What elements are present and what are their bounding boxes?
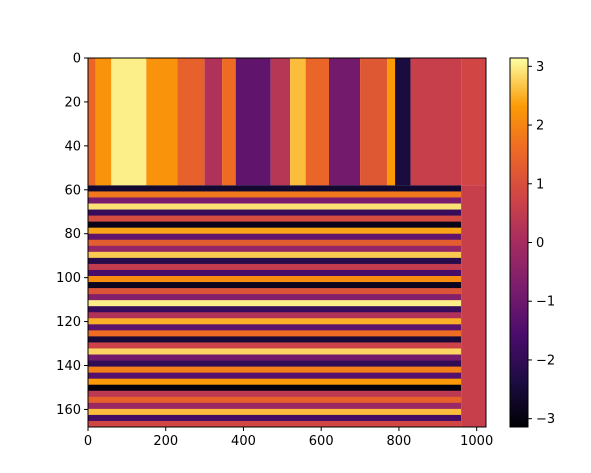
heatmap-streak xyxy=(88,330,462,337)
heatmap-band xyxy=(305,58,329,186)
heatmap-streak xyxy=(88,282,462,289)
colorbar-tick-label: 2 xyxy=(536,119,544,134)
heatmap-streak xyxy=(88,263,462,271)
y-tick-label: 120 xyxy=(56,315,81,330)
heatmap-streak xyxy=(88,378,462,386)
heatmap-band xyxy=(95,58,112,186)
heatmap-streak xyxy=(88,408,462,416)
heatmap-streak xyxy=(88,227,462,235)
y-axis: 0 20 40 60 80 100 120 140 160 xyxy=(56,52,88,418)
y-tick-label: 60 xyxy=(64,183,81,198)
x-tick-label: 400 xyxy=(231,434,256,449)
heatmap-streak xyxy=(88,312,462,319)
heatmap-streak xyxy=(88,191,462,198)
x-tick-label: 800 xyxy=(387,434,412,449)
heatmap-streak xyxy=(88,390,462,398)
colorbar-tick-label: 1 xyxy=(536,177,544,192)
y-tick-label: 20 xyxy=(64,95,81,110)
heatmap-cells xyxy=(88,58,486,428)
heatmap-streak xyxy=(88,185,462,192)
heatmap-band xyxy=(235,58,271,186)
y-tick-label: 0 xyxy=(73,52,81,67)
colorbar-axis: 3 2 1 0 −1 −2 −3 xyxy=(528,60,555,427)
heatmap-streak xyxy=(88,239,462,247)
heatmap-streak xyxy=(88,215,462,223)
x-tick-label: 1000 xyxy=(460,434,493,449)
colorbar xyxy=(509,57,529,428)
heatmap-streak xyxy=(88,420,462,428)
heatmap-streak xyxy=(88,324,462,331)
y-tick-label: 40 xyxy=(64,139,81,154)
heatmap-streak xyxy=(88,318,462,325)
heatmap-band xyxy=(177,58,205,186)
heatmap-streak xyxy=(88,354,462,362)
heatmap-streak xyxy=(88,209,462,217)
heatmap-band xyxy=(204,58,223,186)
heatmap-band xyxy=(270,58,291,186)
heatmap-edge-column xyxy=(461,185,486,427)
heatmap-streak xyxy=(88,269,462,277)
heatmap-streak xyxy=(88,384,462,392)
y-tick-label: 100 xyxy=(56,271,81,286)
heatmap-band xyxy=(146,58,178,186)
heatmap-streak xyxy=(88,251,462,259)
heatmap-streak xyxy=(88,300,462,307)
heatmap-band xyxy=(222,58,236,186)
heatmap-band xyxy=(290,58,306,186)
heatmap-streak xyxy=(88,245,462,253)
heatmap-band xyxy=(88,58,96,186)
y-tick-label: 160 xyxy=(56,403,81,418)
heatmap-streak xyxy=(88,402,462,410)
plot-frame xyxy=(87,57,487,428)
x-axis: 0 200 400 600 800 1000 xyxy=(84,427,493,449)
colorbar-tick-label: −3 xyxy=(536,412,555,427)
y-tick-label: 140 xyxy=(56,359,81,374)
colorbar-tick-label: −2 xyxy=(536,353,555,368)
heatmap-streak xyxy=(88,197,462,205)
heatmap-streak xyxy=(88,275,462,283)
heatmap-streak xyxy=(88,257,462,265)
colorbar-tick-label: 3 xyxy=(536,60,544,75)
heatmap-streak xyxy=(88,342,462,349)
x-tick-label: 0 xyxy=(84,434,92,449)
heatmap-streak xyxy=(88,396,462,404)
heatmap-streak xyxy=(88,414,462,422)
heatmap-streak xyxy=(88,221,462,229)
heatmap-streak xyxy=(88,372,462,380)
heatmap-streak xyxy=(88,336,462,343)
heatmap-band xyxy=(111,58,147,186)
x-tick-label: 200 xyxy=(153,434,178,449)
heatmap-streak xyxy=(88,360,462,368)
colorbar-tick-label: −1 xyxy=(536,295,555,310)
heatmap-streak xyxy=(88,366,462,374)
colorbar-tick-label: 0 xyxy=(536,236,544,251)
heatmap-streak xyxy=(88,294,462,301)
heatmap-streak xyxy=(88,203,462,211)
heatmap-band xyxy=(360,58,388,186)
heatmap-streak xyxy=(88,288,462,295)
heatmap-streak xyxy=(88,348,462,356)
y-tick-label: 80 xyxy=(64,227,81,242)
heatmap-streak xyxy=(88,233,462,241)
heatmap-band xyxy=(328,58,361,186)
heatmap-band xyxy=(395,58,411,186)
heatmap-streak xyxy=(88,306,462,313)
x-tick-label: 600 xyxy=(309,434,334,449)
heatmap-band xyxy=(410,58,462,186)
heatmap-band xyxy=(387,58,396,186)
heatmap-band xyxy=(461,58,486,186)
